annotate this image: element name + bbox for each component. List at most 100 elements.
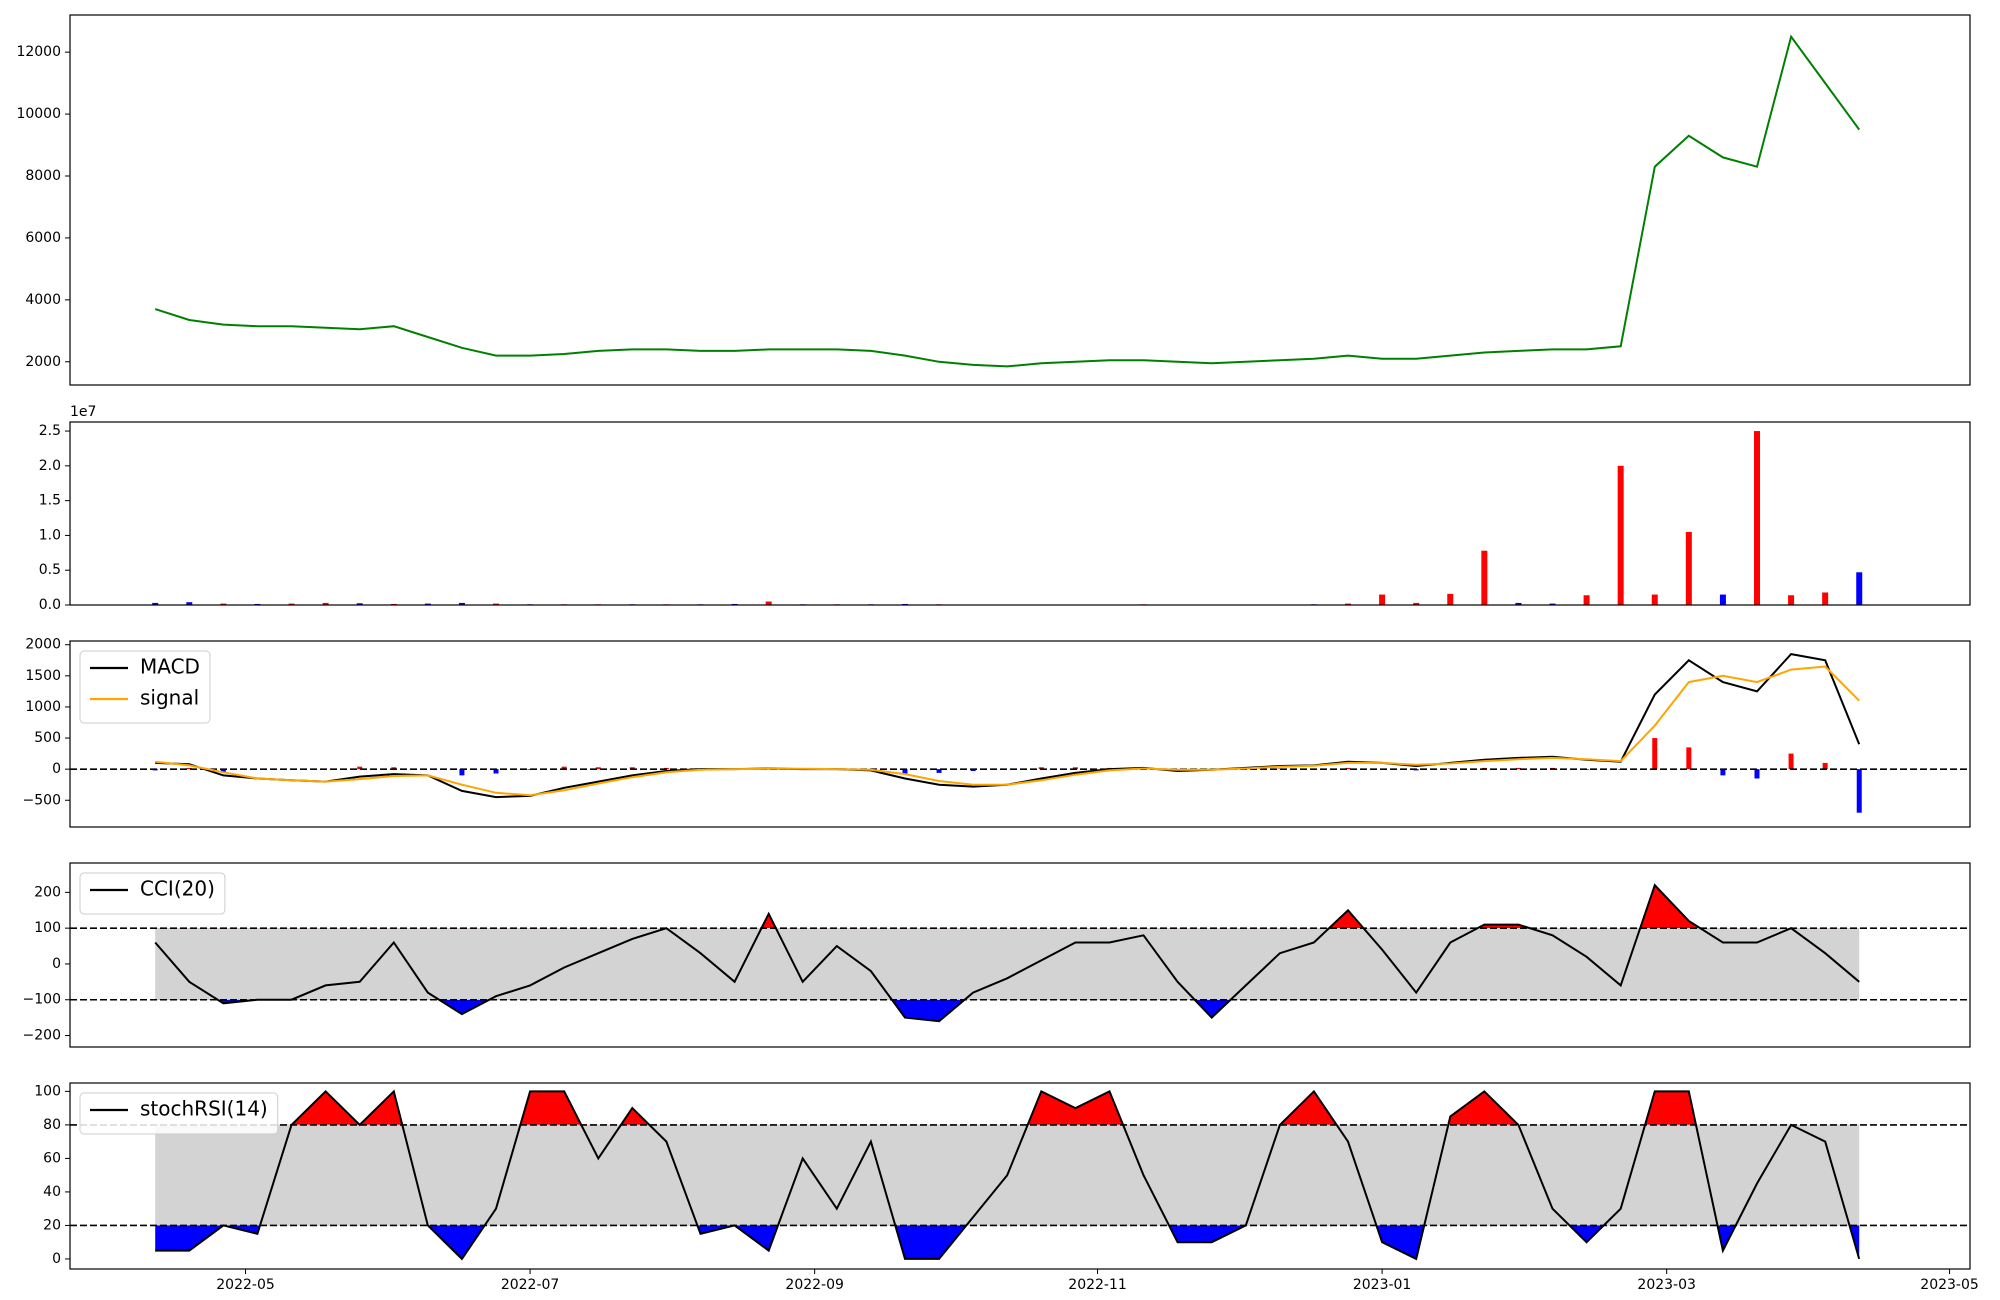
bar — [1277, 768, 1283, 770]
bar — [186, 602, 193, 605]
axis-offset-label: 1e7 — [70, 404, 96, 420]
axes-frame — [69, 14, 1971, 386]
legend-label: signal — [140, 686, 199, 710]
legend: CCI(20) — [79, 872, 226, 915]
bar — [1413, 602, 1420, 605]
bar — [1038, 767, 1044, 770]
bar — [936, 769, 942, 773]
x-tick-label: 2022-05 — [216, 1277, 275, 1293]
bar — [357, 766, 363, 770]
bar — [391, 767, 397, 770]
y-tick-label: 1000 — [25, 699, 61, 715]
y-tick-label: 0 — [52, 1251, 61, 1267]
x-tick-label: 2023-05 — [1920, 1277, 1979, 1293]
bar — [1788, 753, 1794, 770]
y-tick-label: 2000 — [25, 637, 61, 653]
x-tick-label: 2022-09 — [785, 1277, 844, 1293]
y-tick-label: 2.0 — [39, 458, 61, 474]
y-tick-label: 10000 — [16, 106, 61, 122]
bar — [288, 603, 295, 605]
legend-box — [79, 1092, 279, 1135]
y-tick-label: −200 — [23, 1028, 61, 1044]
bar — [1856, 572, 1863, 605]
y-tick-label: 60 — [43, 1150, 61, 1166]
bar — [595, 767, 601, 770]
bar — [1720, 769, 1726, 776]
bar — [1345, 767, 1351, 770]
y-tick-label: −500 — [23, 792, 61, 808]
series-line — [154, 883, 1860, 1023]
axes-frame — [69, 421, 1971, 606]
legend-box — [79, 872, 226, 915]
bar — [1856, 769, 1862, 813]
y-tick-label: 2.5 — [39, 423, 61, 439]
bar — [1447, 593, 1454, 605]
legend-label: MACD — [140, 655, 200, 679]
x-tick-label: 2023-03 — [1637, 1277, 1696, 1293]
bar — [1719, 594, 1726, 605]
plot-area — [70, 1089, 1970, 1261]
legend-label: CCI(20) — [140, 877, 215, 901]
y-tick-label: 4000 — [25, 292, 61, 308]
bar — [629, 767, 635, 770]
bar — [902, 769, 908, 774]
bar — [561, 766, 567, 770]
series-line — [155, 665, 1860, 797]
y-tick-label: 6000 — [25, 230, 61, 246]
x-tick-label: 2022-07 — [501, 1277, 560, 1293]
y-tick-label: 40 — [43, 1184, 61, 1200]
bar — [459, 769, 465, 776]
series-line — [155, 1089, 1861, 1261]
bar — [424, 603, 431, 605]
bar — [186, 767, 192, 770]
legend-label: stochRSI(14) — [140, 1097, 268, 1121]
bar — [1379, 594, 1386, 605]
axes-frame — [69, 862, 1971, 1048]
bar — [1549, 603, 1556, 605]
y-tick-label: 500 — [34, 730, 61, 746]
y-tick-label: 0 — [52, 761, 61, 777]
y-tick-label: 100 — [34, 920, 61, 936]
bar — [1822, 592, 1829, 605]
legend: stochRSI(14) — [79, 1092, 279, 1135]
y-tick-label: 80 — [43, 1117, 61, 1133]
bar — [1072, 767, 1078, 770]
oversold-fill — [217, 999, 1231, 1022]
bar — [1822, 762, 1828, 770]
bar — [1652, 738, 1658, 770]
legend: MACD signal — [79, 650, 211, 724]
y-tick-label: 200 — [34, 884, 61, 900]
bar — [220, 769, 226, 773]
bar — [1788, 595, 1795, 605]
y-tick-label: 1500 — [25, 668, 61, 684]
plot-area — [70, 883, 1970, 1023]
y-tick-label: 2000 — [25, 354, 61, 370]
bar — [1753, 431, 1760, 605]
bar — [458, 602, 465, 605]
bar — [220, 603, 227, 605]
series-line — [154, 34, 1861, 368]
bar — [356, 603, 363, 605]
bar — [1515, 767, 1521, 770]
x-tick-label: 2023-01 — [1353, 1277, 1412, 1293]
bar — [1481, 550, 1488, 605]
bar — [1617, 465, 1624, 605]
bar — [322, 602, 329, 605]
y-tick-label: 100 — [34, 1083, 61, 1099]
axes-frame — [69, 1082, 1971, 1270]
bar — [1583, 595, 1590, 605]
y-tick-label: 20 — [43, 1217, 61, 1233]
plot-area — [70, 653, 1970, 813]
y-tick-label: 0.5 — [39, 562, 61, 578]
bar — [1515, 602, 1522, 605]
axes-frame — [69, 640, 1971, 828]
plot-area — [154, 34, 1861, 368]
y-tick-label: 0 — [52, 956, 61, 972]
y-tick-label: −100 — [23, 992, 61, 1008]
y-tick-label: 1.5 — [39, 493, 61, 509]
y-tick-label: 12000 — [16, 44, 61, 60]
plot-area — [152, 431, 1863, 605]
bar — [1685, 531, 1692, 605]
y-tick-label: 1.0 — [39, 527, 61, 543]
